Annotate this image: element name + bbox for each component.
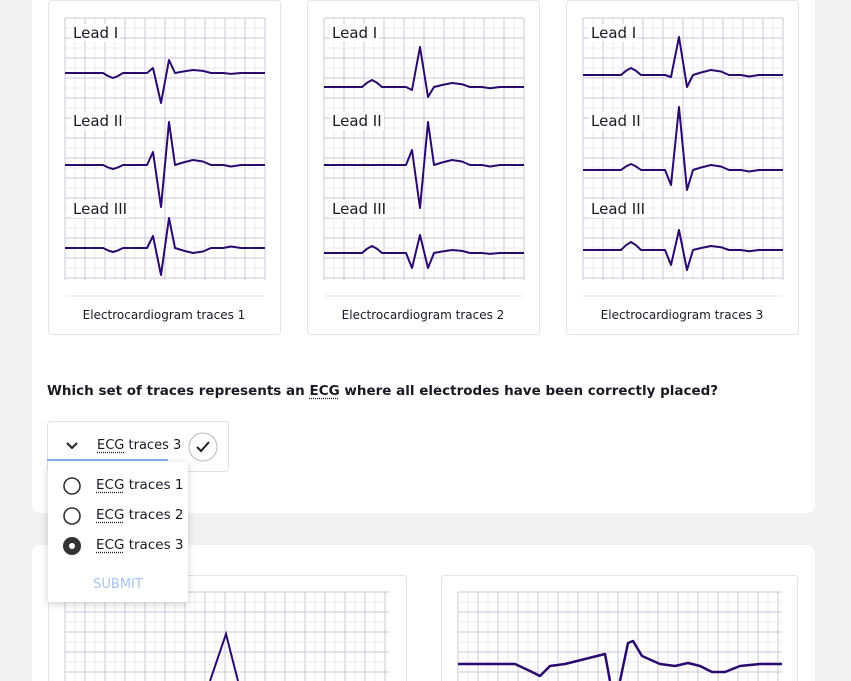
ecg-trace xyxy=(65,121,265,208)
lead-label: Lead II xyxy=(71,112,125,130)
chevron[interactable] xyxy=(66,442,78,450)
caption: Electrocardiogram traces 2 xyxy=(341,308,505,322)
ecg-trace xyxy=(65,59,265,104)
lead-label: Lead III xyxy=(330,200,389,218)
caption: Electrocardiogram traces 3 xyxy=(600,308,764,322)
check-button[interactable] xyxy=(188,432,218,462)
ecg-trace xyxy=(583,36,783,88)
dropdown-menu: ECG traces 1 ECG traces 2 ECG traces 3 S… xyxy=(48,462,188,602)
radio[interactable] xyxy=(63,477,81,495)
submit-button[interactable]: SUBMIT xyxy=(93,577,143,592)
option[interactable]: ECG traces 3 xyxy=(96,537,183,553)
option[interactable]: ECG traces 1 xyxy=(96,477,183,493)
selected-value[interactable]: ECG traces 3 xyxy=(97,438,181,453)
lead-label: Lead II xyxy=(589,112,643,130)
lead-label: Lead I xyxy=(330,24,380,42)
ecg-trace xyxy=(583,106,783,191)
lead-label: Lead I xyxy=(71,24,121,42)
abbr: ECG xyxy=(96,537,125,553)
question-text: Which set of traces represents an xyxy=(47,383,305,399)
lead-label: Lead II xyxy=(330,112,384,130)
check-icon xyxy=(196,441,210,453)
ecg-trace xyxy=(65,217,265,276)
abbr: ECG xyxy=(96,477,125,493)
ecg-trace xyxy=(324,46,524,98)
radio-dot xyxy=(69,543,75,549)
option-text: traces 3 xyxy=(128,537,184,553)
ecg-trace xyxy=(209,630,239,681)
option[interactable]: ECG traces 2 xyxy=(96,507,183,523)
caption: Electrocardiogram traces 1 xyxy=(82,308,246,322)
question-text: where all electrodes have been correctly… xyxy=(344,383,719,399)
question: Which set of traces represents an ECG wh… xyxy=(47,383,718,399)
lead-label: Lead III xyxy=(589,200,648,218)
abbr: ECG xyxy=(97,438,125,453)
ecg-trace xyxy=(583,229,783,271)
abbr: ECG xyxy=(309,383,340,399)
radios xyxy=(63,477,81,555)
radio[interactable] xyxy=(63,507,81,525)
ecg-trace xyxy=(324,121,524,209)
ecg-trace xyxy=(324,234,524,269)
option-text: traces 3 xyxy=(128,438,182,453)
option-text: traces 1 xyxy=(128,477,184,493)
option-text: traces 2 xyxy=(128,507,184,523)
lead-label: Lead III xyxy=(71,200,130,218)
ecg-trace xyxy=(458,639,782,681)
abbr: ECG xyxy=(96,507,125,523)
lead-label: Lead I xyxy=(589,24,639,42)
